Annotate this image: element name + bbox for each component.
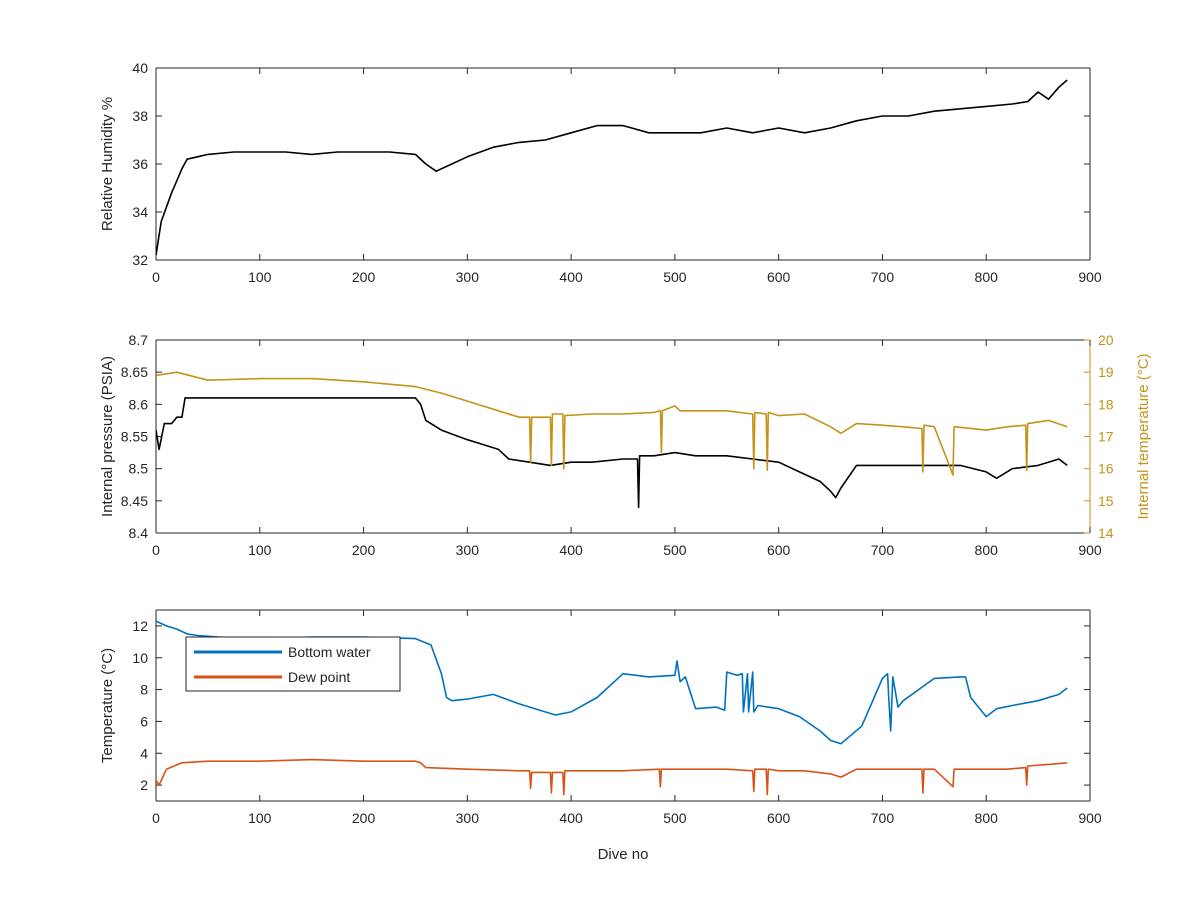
x-tick-label: 700: [871, 810, 895, 826]
legend-label: Bottom water: [288, 644, 371, 660]
x-tick-label: 800: [975, 542, 999, 558]
y-tick-label: 36: [132, 156, 148, 172]
y2-tick-label: 17: [1098, 429, 1114, 445]
x-tick-label: 700: [871, 542, 895, 558]
series-line-bottom-water: [156, 620, 1068, 745]
x-tick-label: 500: [663, 810, 687, 826]
y-tick-label: 8: [140, 682, 148, 698]
x-tick-label: 200: [352, 269, 376, 285]
x-tick-label: 200: [352, 810, 376, 826]
x-tick-label: 600: [767, 810, 791, 826]
x-tick-label: 300: [456, 542, 480, 558]
y-tick-label: 8.7: [129, 332, 149, 348]
x-tick-label: 0: [152, 269, 160, 285]
x-tick-label: 300: [456, 269, 480, 285]
y-tick-label: 6: [140, 713, 148, 729]
y2-tick-label: 18: [1098, 396, 1114, 412]
x-tick-label: 100: [248, 810, 272, 826]
series-line-1-1: [156, 371, 1068, 476]
x-tick-label: 600: [767, 542, 791, 558]
x-tick-label: 500: [663, 269, 687, 285]
plot-area: [156, 340, 1090, 533]
plot-area: [156, 68, 1090, 260]
y-axis-label: Internal pressure (PSIA): [99, 356, 116, 517]
y-tick-label: 38: [132, 108, 148, 124]
x-tick-label: 500: [663, 542, 687, 558]
x-tick-label: 100: [248, 269, 272, 285]
x-tick-label: 0: [152, 542, 160, 558]
x-tick-label: 200: [352, 542, 376, 558]
x-tick-label: 900: [1078, 542, 1102, 558]
x-tick-label: 100: [248, 542, 272, 558]
y2-tick-label: 15: [1098, 493, 1114, 509]
y-tick-label: 2: [140, 777, 148, 793]
y2-tick-label: 16: [1098, 461, 1114, 477]
legend-label: Dew point: [288, 669, 350, 685]
series-line-1-0: [156, 397, 1068, 509]
y-tick-label: 8.55: [121, 429, 148, 445]
y2-tick-label: 19: [1098, 364, 1114, 380]
y-tick-label: 12: [132, 618, 148, 634]
x-tick-label: 400: [559, 542, 583, 558]
y2-axis-label: Internal temperature (°C): [1135, 353, 1152, 519]
x-axis-label: Dive no: [598, 846, 649, 863]
y-tick-label: 4: [140, 745, 148, 761]
series-line-dew-point: [156, 758, 1068, 796]
x-tick-label: 0: [152, 810, 160, 826]
y-tick-label: 40: [132, 60, 148, 76]
x-tick-label: 400: [559, 810, 583, 826]
series-line-0-0: [156, 79, 1068, 256]
y-tick-label: 8.4: [129, 525, 149, 541]
y-tick-label: 8.45: [121, 493, 148, 509]
x-tick-label: 400: [559, 269, 583, 285]
x-tick-label: 900: [1078, 810, 1102, 826]
y-tick-label: 8.6: [129, 396, 149, 412]
x-tick-label: 600: [767, 269, 791, 285]
x-tick-label: 300: [456, 810, 480, 826]
x-tick-label: 800: [975, 269, 999, 285]
x-tick-label: 900: [1078, 269, 1102, 285]
y-tick-label: 32: [132, 252, 148, 268]
y-tick-label: 8.5: [129, 461, 149, 477]
x-tick-label: 700: [871, 269, 895, 285]
y-tick-label: 34: [132, 204, 148, 220]
x-tick-label: 800: [975, 810, 999, 826]
y-tick-label: 10: [132, 650, 148, 666]
y2-tick-label: 20: [1098, 332, 1114, 348]
y2-tick-label: 14: [1098, 525, 1114, 541]
y-axis-label: Relative Humidity %: [99, 97, 116, 231]
legend-box: [185, 636, 401, 692]
y-tick-label: 8.65: [121, 364, 148, 380]
y-axis-label: Temperature (°C): [99, 648, 116, 763]
